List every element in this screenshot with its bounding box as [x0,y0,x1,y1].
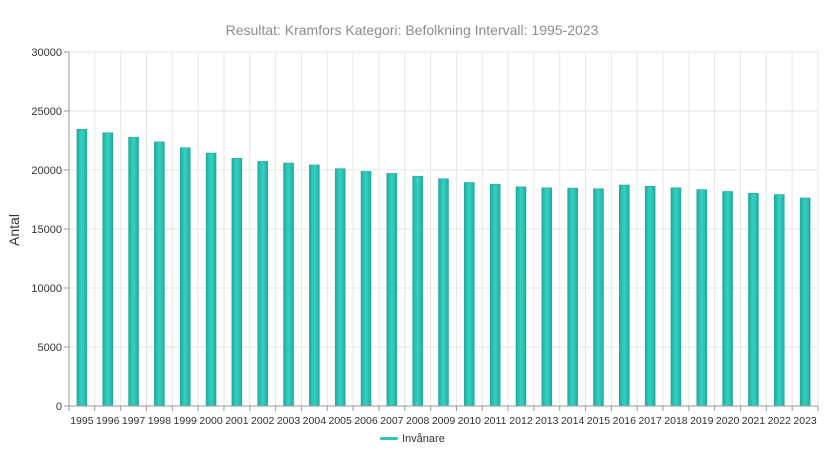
x-tick-label: 2002 [251,415,275,427]
bar-1997[interactable] [128,136,139,407]
bar-2011[interactable] [489,183,501,407]
x-tick-label: 2019 [690,415,714,427]
y-tick-label: 25000 [31,106,62,118]
y-tick-label: 20000 [31,165,62,177]
x-tick-label: 2006 [354,415,378,427]
x-tick-label: 2012 [509,415,533,427]
bar-2001[interactable] [231,158,243,407]
y-tick-label: 30000 [31,47,62,59]
bar-2004[interactable] [309,164,320,407]
x-tick-label: 2022 [768,415,792,427]
bar-2008[interactable] [412,175,423,407]
x-tick-label: 2016 [613,415,637,427]
x-tick-label: 2023 [793,415,817,427]
x-tick-label: 2021 [742,415,766,427]
bar-2017[interactable] [644,186,656,407]
bar-2012[interactable] [515,186,527,407]
x-tick-label: 2003 [277,415,301,427]
bar-2014[interactable] [567,187,578,407]
bar-1995[interactable] [76,129,88,407]
x-tick-label: 1999 [174,415,198,427]
chart-title: Resultat: Kramfors Kategori: Befolkning … [226,22,599,38]
bar-2003[interactable] [283,162,294,407]
bar-2015[interactable] [593,188,604,407]
x-tick-label: 2010 [458,415,482,427]
y-axis-label: Antal [6,214,22,246]
bar-2005[interactable] [334,168,346,407]
bar-2010[interactable] [464,182,475,407]
bar-2002[interactable] [257,161,268,407]
bar-2023[interactable] [799,197,811,407]
x-tick-label: 2020 [716,415,740,427]
x-tick-label: 2004 [303,415,327,427]
x-tick-label: 2017 [638,415,662,427]
legend[interactable]: Invånare [380,433,445,445]
bar-1996[interactable] [102,132,113,407]
y-tick-label: 10000 [31,283,62,295]
x-tick-label: 2007 [380,415,404,427]
x-tick-label: 2015 [587,415,611,427]
x-tick-label: 2005 [329,415,353,427]
bar-2006[interactable] [360,171,372,407]
x-tick-label: 2018 [664,415,688,427]
bar-2000[interactable] [205,152,217,407]
bars-group [76,129,811,407]
bar-2013[interactable] [541,187,553,407]
x-tick-label: 2009 [432,415,456,427]
bar-2007[interactable] [386,173,398,407]
legend-swatch [380,437,398,440]
y-tick-label: 5000 [38,342,62,354]
bar-1998[interactable] [154,141,165,407]
y-axis-ticks: 0 5000 10000 15000 20000 25000 30000 [31,47,818,413]
x-tick-label: 2014 [561,415,585,427]
x-tick-label: 2008 [406,415,430,427]
bar-2019[interactable] [696,189,708,407]
x-tick-label: 2013 [535,415,559,427]
bar-1999[interactable] [179,147,191,407]
grid-lines [68,51,819,407]
legend-label: Invånare [402,433,445,445]
x-axis-ticks: 1995 1996 1997 1998 1999 2000 2001 2002 2003 2004… [68,406,819,427]
x-tick-label: 1996 [96,415,120,427]
y-tick-label: 0 [56,401,62,413]
x-tick-label: 2001 [225,415,249,427]
y-tick-label: 15000 [31,224,62,236]
bar-2018[interactable] [670,187,682,407]
x-tick-label: 2000 [199,415,223,427]
bar-2021[interactable] [748,192,759,407]
bar-2020[interactable] [722,191,733,407]
x-tick-label: 2011 [484,415,507,427]
bar-2009[interactable] [438,178,449,407]
x-tick-label: 1997 [122,415,146,427]
bar-2016[interactable] [619,184,630,407]
bar-2022[interactable] [774,194,785,407]
x-tick-label: 1995 [70,415,94,427]
x-tick-label: 1998 [148,415,172,427]
